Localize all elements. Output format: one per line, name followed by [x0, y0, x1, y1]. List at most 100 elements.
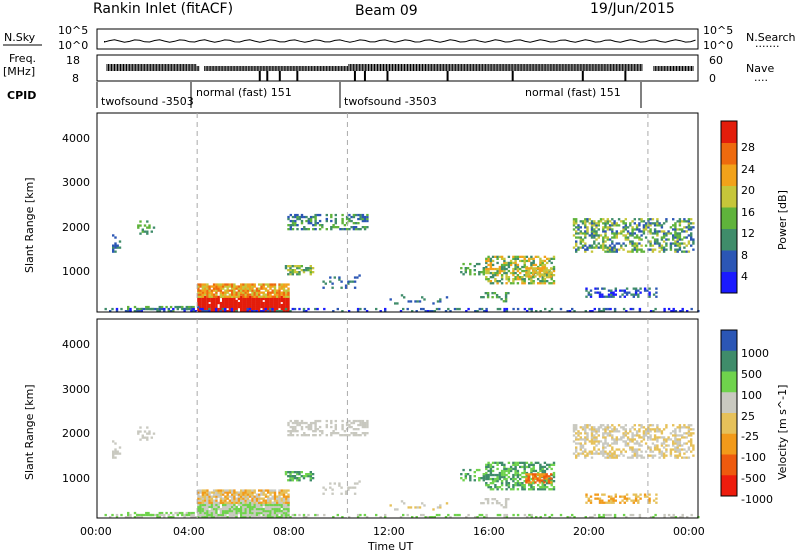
- velocity-cell: [421, 502, 424, 505]
- velocity-cell: [527, 479, 530, 482]
- velocity-cell: [607, 499, 611, 502]
- velocity-cell: [669, 438, 673, 441]
- velocity-cell: [338, 484, 341, 487]
- power-cell: [289, 228, 292, 231]
- power-cell: [215, 299, 218, 303]
- power-cell: [298, 273, 301, 276]
- velocity-cell: [638, 513, 642, 517]
- power-cell: [687, 234, 691, 237]
- velocity-cell: [312, 430, 315, 433]
- power-cell: [228, 289, 232, 292]
- velocity-cell: [112, 456, 115, 459]
- power-cell: [678, 246, 682, 249]
- power-cell: [530, 265, 533, 269]
- velocity-cell: [293, 477, 297, 480]
- power-cell: [237, 295, 241, 298]
- velocity-cell: [185, 511, 188, 515]
- velocity-cell: [610, 495, 613, 498]
- power-cell: [604, 222, 607, 225]
- velocity-cell: [498, 471, 502, 475]
- velocity-cell: [543, 473, 546, 476]
- power-cell: [584, 224, 587, 227]
- velocity-cell: [255, 497, 259, 500]
- power-cell: [638, 222, 641, 225]
- velocity-cell: [660, 452, 664, 455]
- velocity-cell: [231, 501, 234, 504]
- power-cell: [267, 303, 270, 307]
- velocity-cell: [307, 425, 310, 429]
- velocity-cell: [240, 493, 243, 496]
- power-cell: [278, 301, 281, 305]
- power-cell: [581, 222, 585, 225]
- velocity-cell: [285, 509, 288, 513]
- power-cell: [493, 292, 497, 295]
- velocity-cell: [156, 516, 159, 519]
- velocity-cell: [210, 491, 214, 494]
- velocity-cell: [541, 482, 544, 485]
- velocity-cell: [354, 434, 358, 437]
- power-cell: [685, 244, 688, 247]
- power-cell: [269, 305, 272, 309]
- power-cell: [545, 267, 548, 270]
- velocity-cell: [525, 479, 528, 482]
- velocity-cell: [503, 473, 506, 477]
- power-cell: [672, 218, 675, 221]
- power-cell: [662, 240, 666, 243]
- velocity-cell: [644, 434, 648, 437]
- velocity-cell: [278, 509, 281, 513]
- power-cell: [242, 310, 245, 313]
- velocity-cell: [176, 513, 179, 517]
- power-cell: [584, 226, 587, 229]
- vel-ytick-4000: 4000: [62, 338, 90, 351]
- velocity-cell: [603, 493, 606, 496]
- power-cell: [674, 222, 677, 225]
- velocity-cell: [273, 499, 277, 502]
- power-cell: [384, 307, 387, 311]
- velocity-cell: [341, 428, 344, 431]
- power-cell: [112, 244, 115, 247]
- velocity-cell: [112, 454, 115, 457]
- power-cell: [260, 305, 263, 309]
- velocity-cell: [526, 516, 529, 519]
- velocity-cell: [611, 446, 614, 449]
- velocity-cell: [638, 444, 641, 447]
- power-cell: [485, 271, 488, 275]
- velocity-cell: [637, 495, 640, 498]
- velocity-cell: [504, 502, 508, 505]
- velocity-cell: [507, 486, 511, 489]
- power-cell: [255, 291, 259, 294]
- velocity-cell: [228, 499, 232, 502]
- velocity-cell: [545, 473, 548, 476]
- power-cell: [595, 244, 598, 247]
- velocity-cell: [197, 507, 200, 511]
- velocity-cell: [289, 430, 292, 433]
- power-cell: [222, 297, 225, 301]
- velocity-cell: [584, 448, 587, 451]
- velocity-cell: [212, 516, 216, 519]
- velocity-cell: [539, 467, 542, 471]
- velocity-cell: [581, 426, 585, 429]
- velocity-cell: [482, 475, 485, 478]
- power-cell: [291, 224, 295, 227]
- power-cell: [366, 226, 369, 229]
- velocity-cell: [262, 511, 265, 515]
- power-cell: [595, 238, 598, 241]
- velocity-cell: [507, 498, 510, 501]
- power-cell: [638, 218, 641, 221]
- power-cell: [129, 307, 132, 311]
- power-cell: [496, 257, 499, 260]
- power-cell: [606, 220, 609, 223]
- power-cell: [217, 295, 220, 299]
- power-cell: [432, 302, 435, 305]
- velocity-cell: [282, 509, 286, 513]
- power-cell: [656, 242, 659, 245]
- power-cell: [550, 282, 553, 285]
- power-cell: [196, 305, 200, 309]
- power-cell: [606, 228, 609, 231]
- power-cell: [575, 218, 578, 221]
- velocity-cell: [199, 511, 202, 515]
- power-cell: [240, 297, 243, 301]
- power-cell: [242, 285, 245, 288]
- power-cell: [262, 305, 265, 309]
- power-cell: [208, 285, 211, 288]
